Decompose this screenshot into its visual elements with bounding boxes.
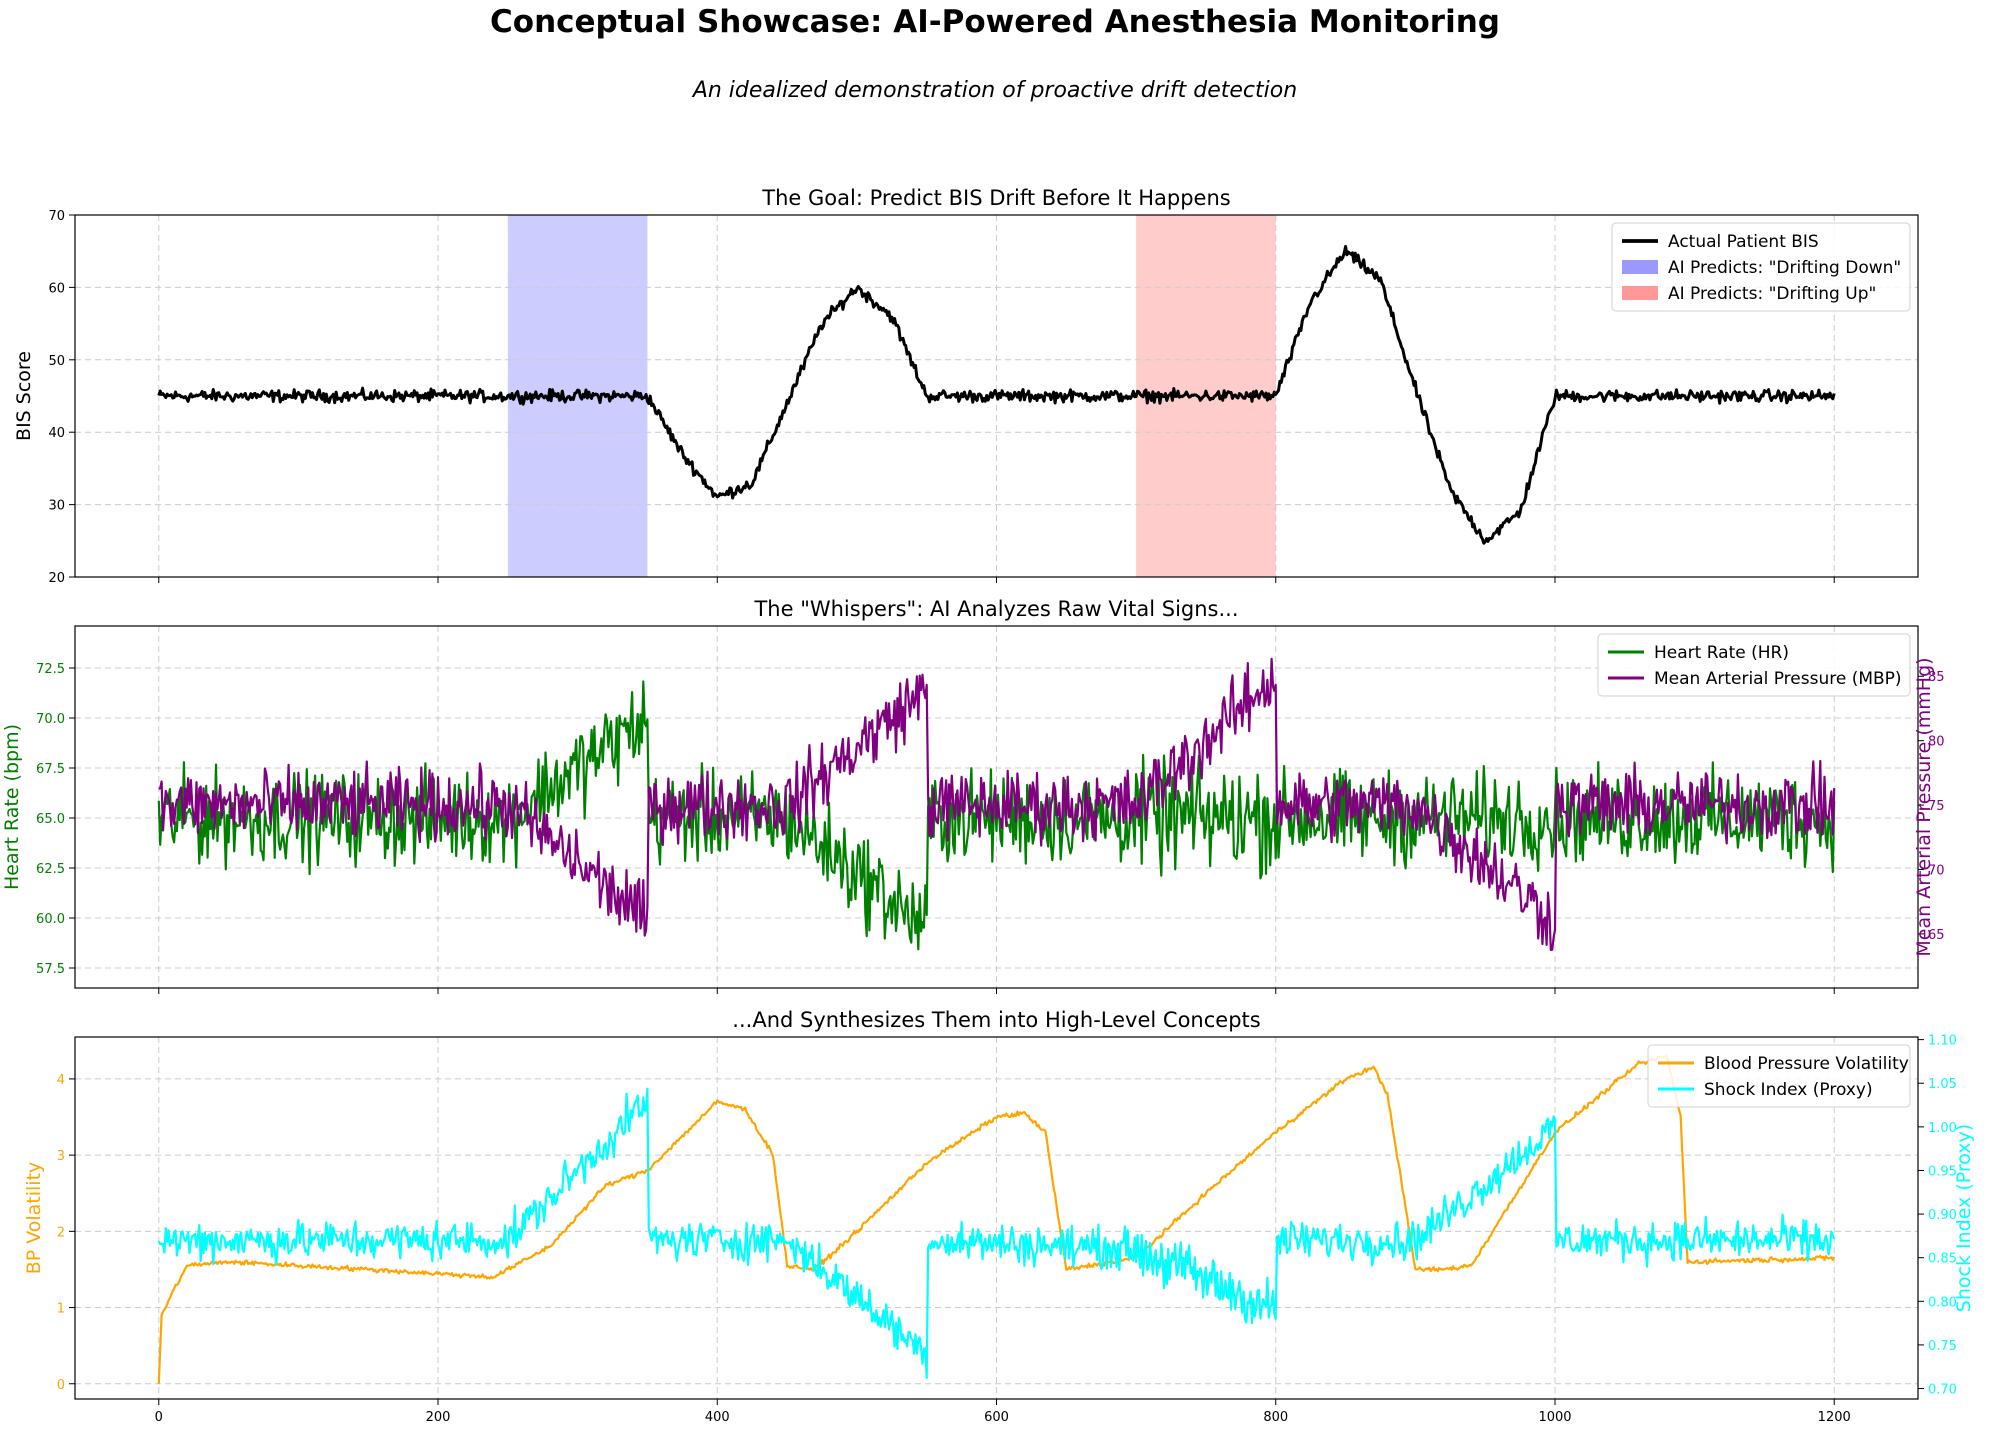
legend-label: AI Predicts: "Drifting Up" bbox=[1668, 284, 1876, 304]
y2-tick-label: 85 bbox=[1928, 670, 1945, 685]
legend: Blood Pressure Volatility Shock Index (Pr… bbox=[1647, 1044, 1911, 1108]
y-tick-label: 72.5 bbox=[36, 662, 65, 677]
y2-tick-label: 75 bbox=[1928, 799, 1945, 814]
series-line-1-1 bbox=[157, 245, 1836, 545]
legend-label: Mean Arterial Pressure (MBP) bbox=[1654, 669, 1902, 689]
y-tick-label: 50 bbox=[48, 354, 65, 369]
y2-tick-label: 0.85 bbox=[1928, 1252, 1957, 1267]
figure-title: Conceptual Showcase: AI-Powered Anesthes… bbox=[490, 4, 1500, 40]
x-tick-label: 200 bbox=[426, 1410, 451, 1425]
panel-title: The "Whispers": AI Analyzes Raw Vital Si… bbox=[753, 597, 1238, 621]
legend-label: Actual Patient BIS bbox=[1668, 232, 1819, 252]
y2-tick-label: 1.10 bbox=[1928, 1034, 1957, 1049]
chart-panel-2: 57.5 60.0 62.5 65.0 67.5 70.0 72.5 65 70 75 80 85 Th… bbox=[1, 597, 1945, 994]
legend-swatch-patch bbox=[1622, 286, 1658, 300]
x-tick-label: 0 bbox=[155, 1410, 163, 1425]
x-tick-label: 1000 bbox=[1538, 1410, 1571, 1425]
y-tick-label: 65.0 bbox=[36, 812, 65, 827]
legend: Actual Patient BIS AI Predicts: "Drifting… bbox=[1611, 222, 1911, 312]
y2-tick-label: 0.75 bbox=[1928, 1339, 1957, 1354]
y2-axis-label: Mean Arterial Pressure (mmHg) bbox=[1913, 657, 1935, 956]
y-tick-label: 1 bbox=[57, 1302, 65, 1317]
y2-tick-label: 65 bbox=[1928, 928, 1945, 943]
y2-tick-label: 1.00 bbox=[1928, 1121, 1957, 1136]
y-tick-label: 20 bbox=[48, 571, 65, 586]
y-tick-label: 0 bbox=[57, 1378, 65, 1393]
y-tick-label: 57.5 bbox=[36, 962, 65, 977]
y-axis-label: BIS Score bbox=[13, 351, 35, 441]
y-tick-label: 3 bbox=[57, 1149, 65, 1164]
y-tick-label: 70 bbox=[48, 209, 65, 224]
y2-tick-label: 0.90 bbox=[1928, 1208, 1957, 1223]
x-tick-label: 1200 bbox=[1818, 1410, 1851, 1425]
legend-label: Blood Pressure Volatility bbox=[1704, 1054, 1909, 1074]
y2-tick-label: 80 bbox=[1928, 735, 1945, 750]
y-tick-label: 70.0 bbox=[36, 712, 65, 727]
series-line-2-2 bbox=[158, 657, 1836, 952]
y-tick-label: 40 bbox=[48, 426, 65, 441]
y-axis-label: BP Volatility bbox=[23, 1162, 45, 1275]
figure-subtitle: An idealized demonstration of proactive … bbox=[692, 78, 1298, 103]
y2-tick-label: 0.95 bbox=[1928, 1164, 1957, 1179]
y2-tick-label: 0.80 bbox=[1928, 1295, 1957, 1310]
x-tick-label: 400 bbox=[705, 1410, 730, 1425]
y-tick-label: 67.5 bbox=[36, 762, 65, 777]
y2-axis-label: Shock Index (Proxy) bbox=[1953, 1124, 1975, 1312]
legend-label: Heart Rate (HR) bbox=[1654, 643, 1789, 663]
y2-tick-label: 70 bbox=[1928, 863, 1945, 878]
y2-tick-label: 0.70 bbox=[1928, 1383, 1957, 1398]
y-tick-label: 60.0 bbox=[36, 912, 65, 927]
legend: Heart Rate (HR) Mean Arterial Pressure (M… bbox=[1597, 633, 1911, 697]
y-axis-label: Heart Rate (bpm) bbox=[1, 724, 23, 890]
series-line-3-2 bbox=[157, 1087, 1836, 1380]
legend-box bbox=[1611, 222, 1911, 312]
legend-label: AI Predicts: "Drifting Down" bbox=[1668, 258, 1901, 278]
y-tick-label: 2 bbox=[57, 1225, 65, 1240]
panel-title: The Goal: Predict BIS Drift Before It Ha… bbox=[761, 186, 1230, 210]
x-tick-label: 600 bbox=[984, 1410, 1009, 1425]
chart-panel-1: 20 30 40 50 60 70 The Goal: Predict BIS Drift … bbox=[13, 186, 1919, 586]
legend-swatch-patch bbox=[1622, 260, 1658, 274]
legend-box bbox=[1597, 633, 1911, 697]
y-tick-label: 30 bbox=[48, 499, 65, 514]
panel-title: ...And Synthesizes Them into High-Level … bbox=[732, 1008, 1260, 1032]
y2-tick-label: 1.05 bbox=[1928, 1077, 1957, 1092]
legend-box bbox=[1647, 1044, 1911, 1108]
y-tick-label: 4 bbox=[57, 1073, 65, 1088]
y-tick-label: 60 bbox=[48, 281, 65, 296]
x-tick-label: 800 bbox=[1263, 1410, 1288, 1425]
legend-label: Shock Index (Proxy) bbox=[1704, 1080, 1873, 1100]
y-tick-label: 62.5 bbox=[36, 862, 65, 877]
chart-panel-3: 0 200 400 600 800 1000 1200 0 1 2 3 4 0.70 0.75 0.80 0.… bbox=[23, 1008, 1975, 1425]
